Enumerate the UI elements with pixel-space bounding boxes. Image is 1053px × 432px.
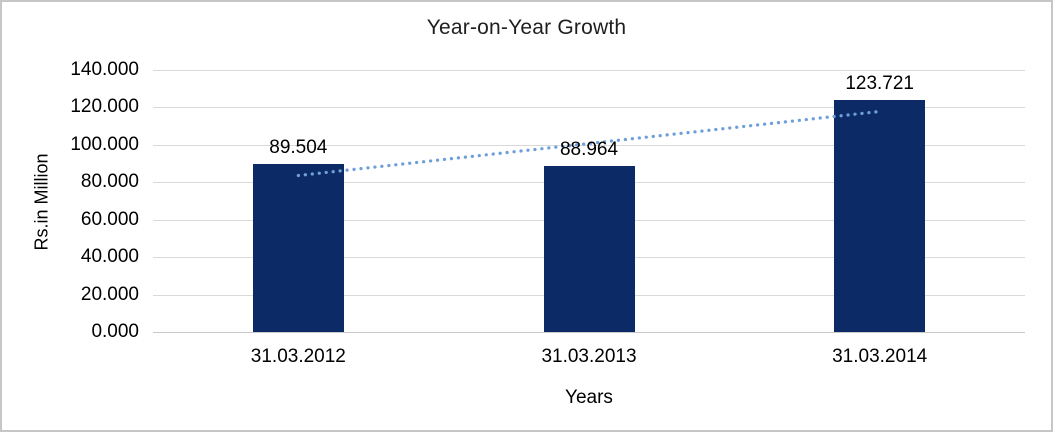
y-tick-label: 80.000	[80, 171, 139, 193]
bar-value-label: 89.504	[269, 137, 328, 159]
bar-value-label: 88.964	[559, 138, 619, 160]
bar	[834, 100, 926, 332]
bar	[543, 165, 635, 332]
gridline	[153, 144, 1025, 146]
y-tick-label: 40.000	[80, 246, 139, 268]
bar	[252, 164, 344, 332]
trendline	[296, 109, 882, 178]
plot-area	[153, 70, 1025, 333]
y-tick-label: 100.000	[70, 133, 139, 155]
y-tick-label: 60.000	[80, 208, 139, 230]
x-axis-line	[153, 332, 1025, 333]
x-axis-title: Years	[565, 387, 613, 408]
x-tick-label: 31.03.2013	[541, 346, 637, 367]
y-tick-label: 20.000	[80, 283, 139, 305]
gridline	[153, 70, 1025, 71]
y-axis-title: Rs.in Million	[31, 153, 52, 251]
chart-title: Year-on-Year Growth	[426, 16, 627, 39]
bar-value-label: 123.721	[845, 73, 914, 95]
x-tick-label: 31.03.2014	[832, 346, 928, 367]
y-tick-label: 0.000	[91, 321, 139, 342]
trendline-dotted-line	[296, 109, 882, 178]
y-tick-label: 140.000	[70, 59, 139, 80]
gridline	[153, 107, 1025, 109]
y-tick-label: 120.000	[70, 96, 139, 118]
x-tick-label: 31.03.2012	[250, 346, 346, 367]
